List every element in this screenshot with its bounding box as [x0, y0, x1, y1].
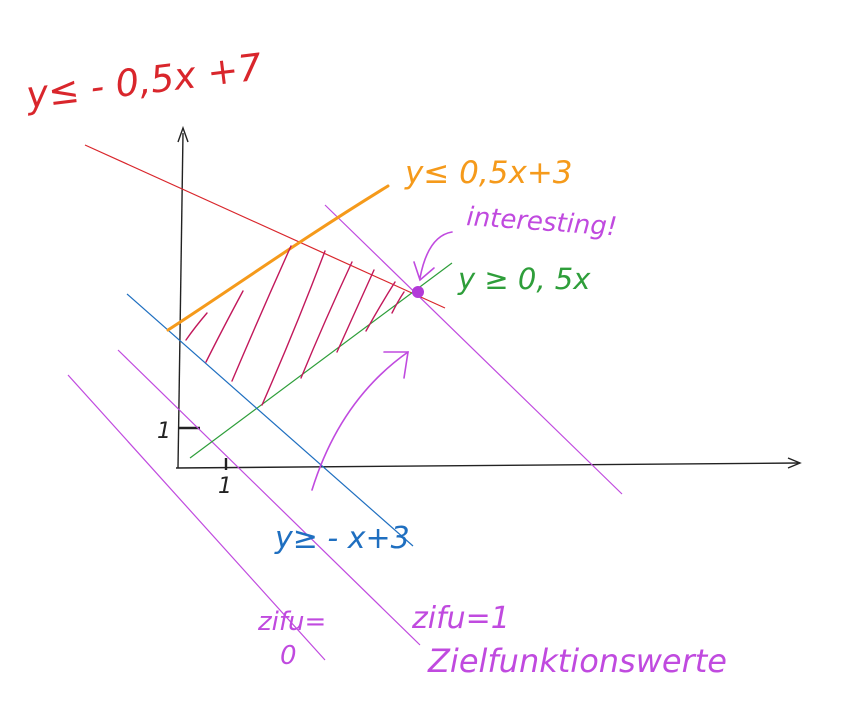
zielfunktionswerte-label: Zielfunktionswerte	[427, 642, 727, 680]
y-tick-label: 1	[157, 419, 171, 444]
arrow-head	[383, 351, 409, 379]
hatch-stroke	[185, 312, 208, 341]
red-inequality-label: y≤ - 0,5x +7	[23, 45, 265, 117]
zifu-0-label-line1: zifu=	[257, 607, 326, 637]
hatch-stroke	[261, 250, 326, 406]
blue-inequality-label: y≥ - x+3	[274, 521, 410, 556]
objective-lines	[67, 204, 623, 661]
orange-constraint-line	[166, 184, 390, 332]
hatch-stroke	[365, 281, 396, 332]
curved-arrow-up-right	[311, 351, 409, 491]
y-axis	[177, 132, 184, 469]
hatch-stroke	[300, 261, 353, 379]
objective-line-1	[117, 349, 421, 646]
x-tick-label: 1	[218, 474, 232, 499]
feasible-region-hatching	[185, 245, 405, 406]
optimal-point-icon	[412, 286, 424, 298]
y-axis-arrowhead	[177, 125, 189, 143]
curved-arrow-to-point	[413, 231, 453, 282]
zifu-1-label: zifu=1	[411, 601, 510, 636]
green-inequality-label: y ≥ 0, 5x	[457, 262, 591, 296]
x-axis-arrowhead	[787, 457, 802, 469]
objective-line-0	[67, 374, 326, 661]
blue-constraint-line	[126, 293, 414, 547]
hatch-stroke	[205, 290, 244, 363]
interesting-label: interesting!	[466, 202, 619, 242]
objective-line-max	[324, 204, 623, 495]
arrow-head	[413, 261, 435, 282]
hatch-stroke	[231, 245, 292, 382]
green-constraint-line	[189, 262, 453, 459]
orange-inequality-label: y≤ 0,5x+3	[404, 155, 573, 191]
hatch-stroke	[336, 269, 375, 353]
arrow-shaft	[419, 231, 453, 279]
red-constraint-line	[84, 144, 446, 309]
hatch-stroke	[391, 291, 405, 314]
arrow-shaft	[311, 351, 409, 491]
zifu-0-label-line2: 0	[280, 641, 297, 671]
x-axis	[175, 462, 799, 469]
